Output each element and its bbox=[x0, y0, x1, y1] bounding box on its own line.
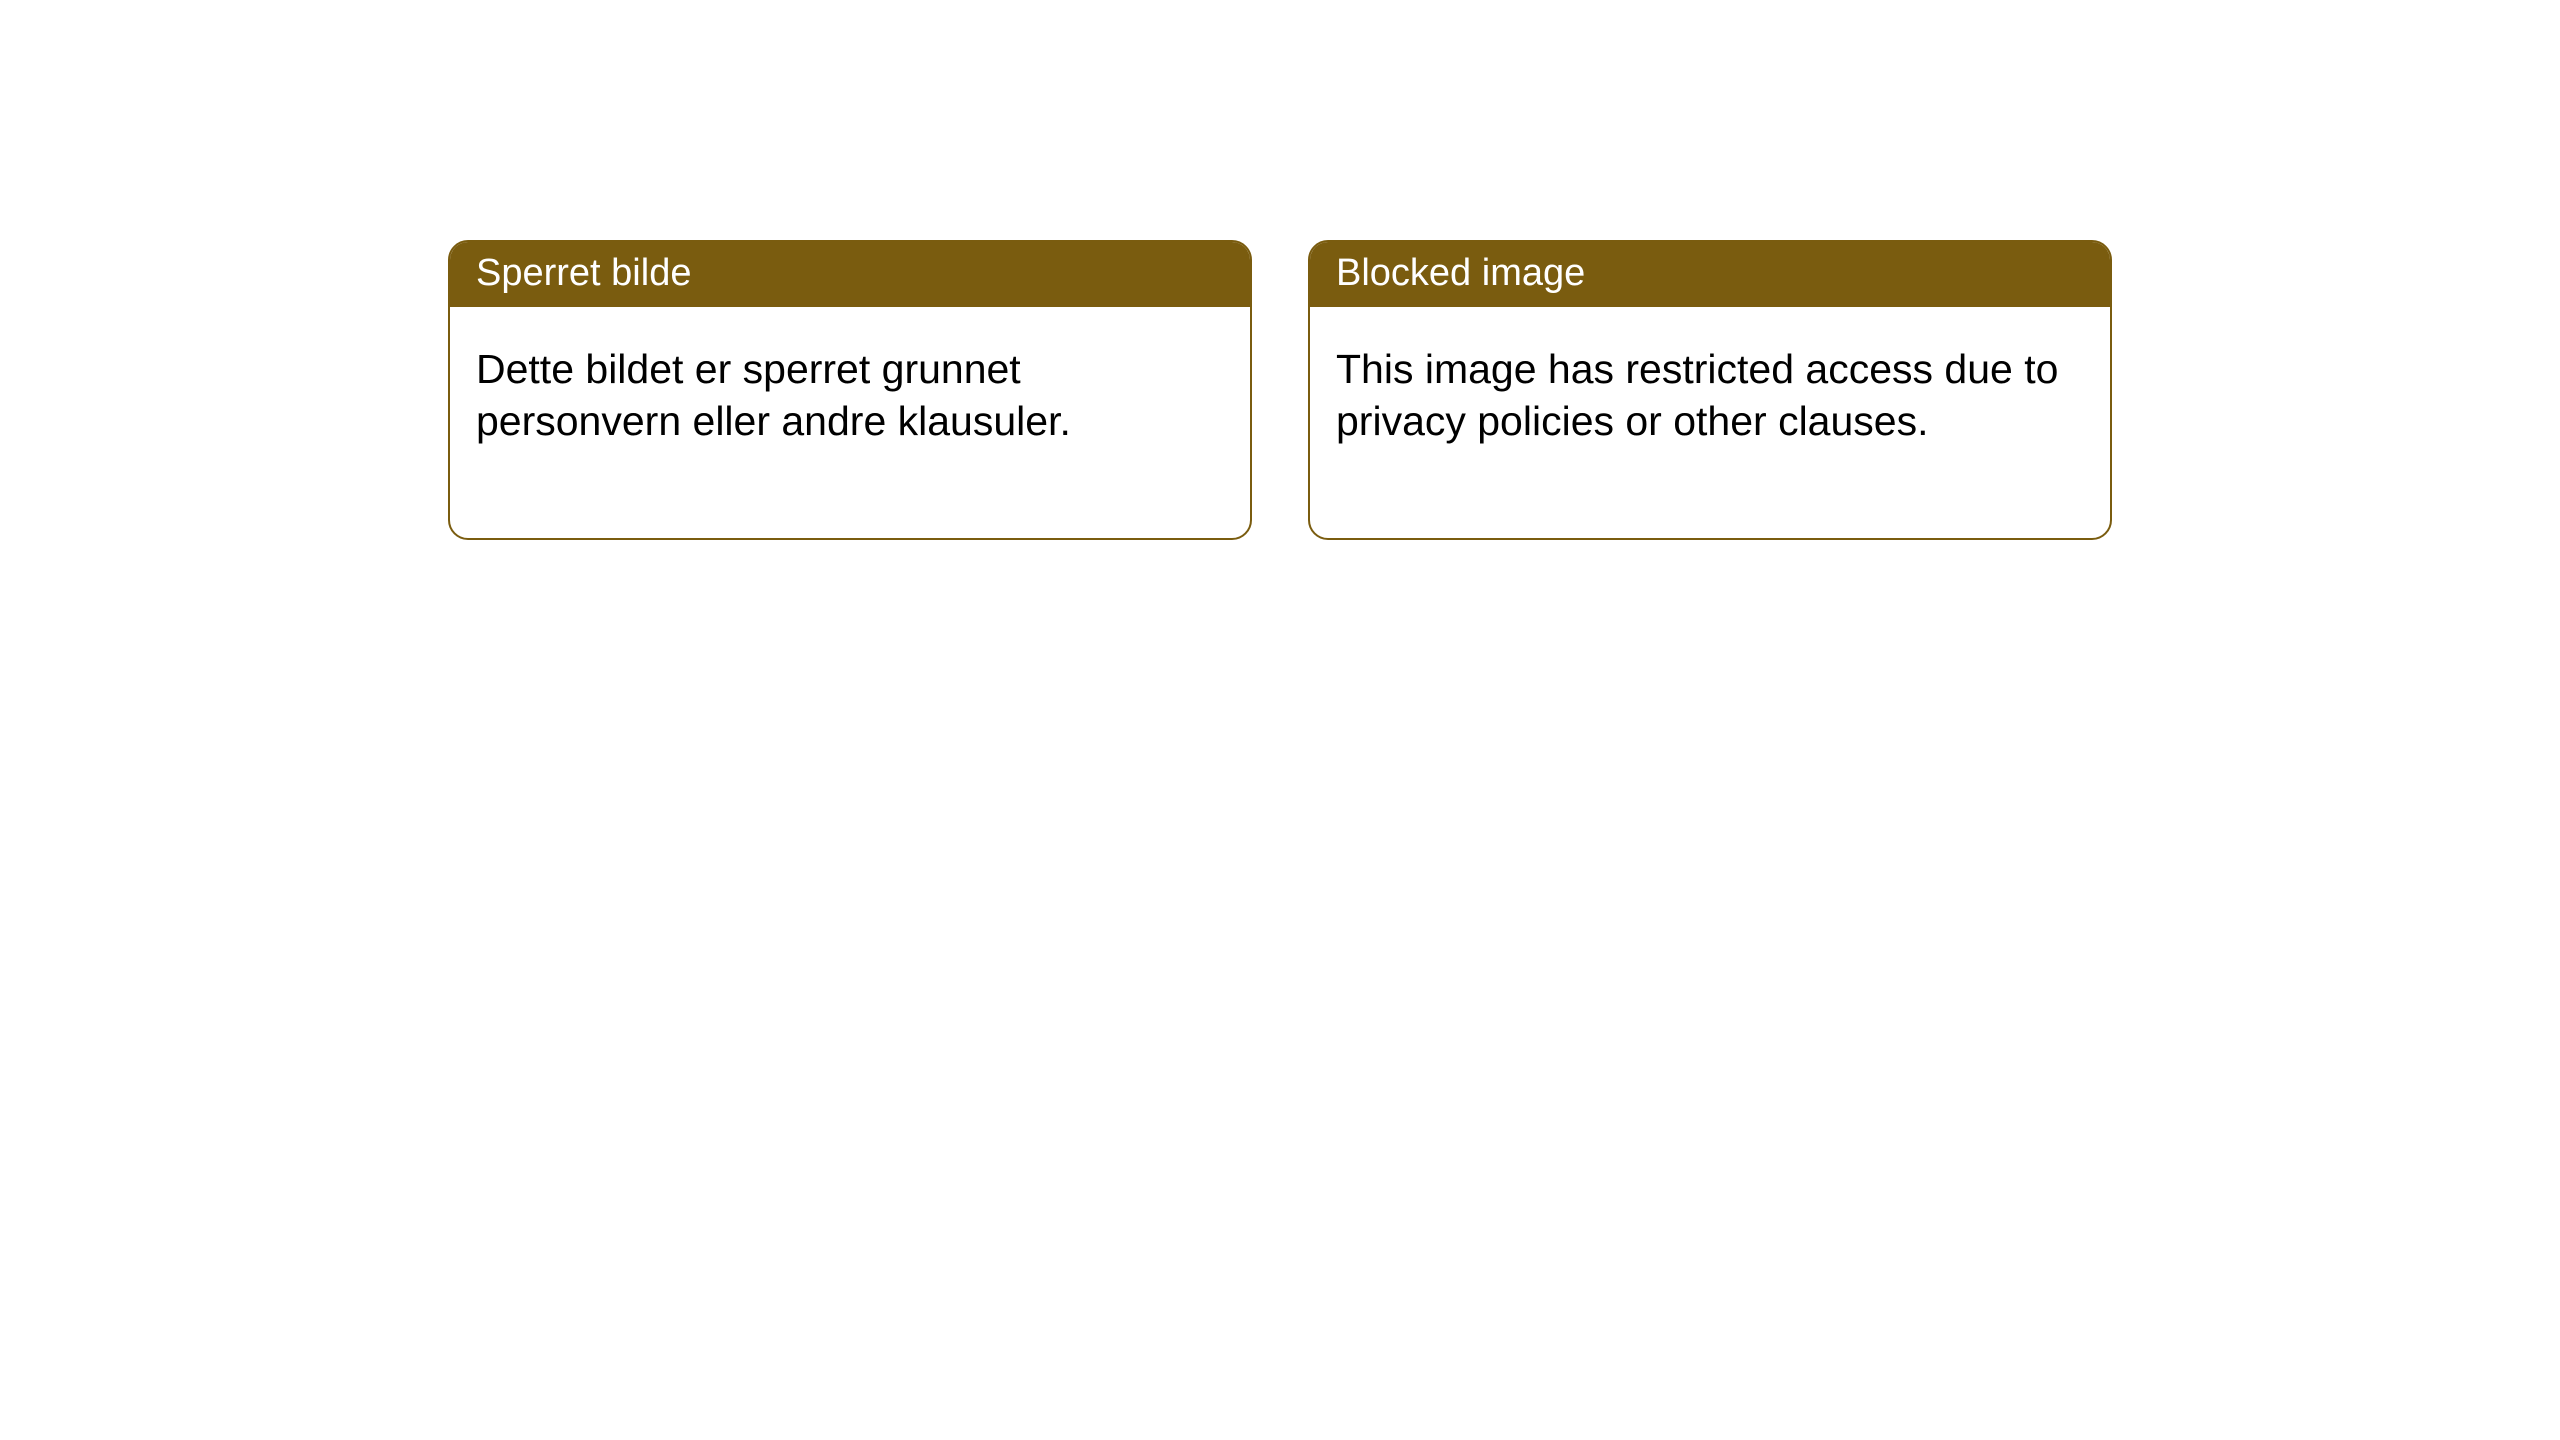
notice-card-body: This image has restricted access due to … bbox=[1310, 307, 2110, 538]
notice-card-title: Sperret bilde bbox=[450, 242, 1250, 307]
notice-card-body: Dette bildet er sperret grunnet personve… bbox=[450, 307, 1250, 538]
notice-card-english: Blocked image This image has restricted … bbox=[1308, 240, 2112, 540]
notice-card-title: Blocked image bbox=[1310, 242, 2110, 307]
notice-container: Sperret bilde Dette bildet er sperret gr… bbox=[0, 0, 2560, 540]
notice-card-norwegian: Sperret bilde Dette bildet er sperret gr… bbox=[448, 240, 1252, 540]
